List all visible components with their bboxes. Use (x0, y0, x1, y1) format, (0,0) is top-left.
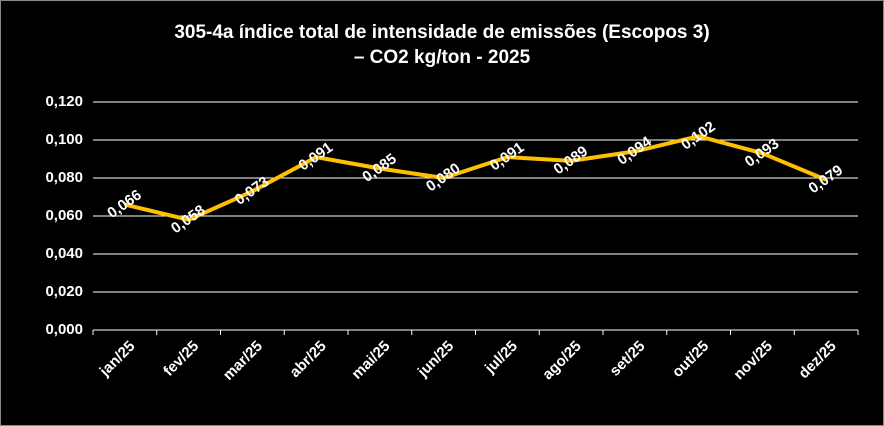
line-series (124, 134, 827, 222)
y-tick-label: 0,020 (45, 283, 83, 300)
y-tick-label: 0,100 (45, 131, 83, 148)
y-tick-label: 0,060 (45, 207, 83, 224)
chart-title: 305-4a índice total de intensidade de em… (174, 22, 709, 43)
y-tick-label: 0,080 (45, 169, 83, 186)
y-tick-label: 0,040 (45, 245, 83, 262)
chart-title: – CO2 kg/ton - 2025 (354, 47, 531, 68)
y-tick-label: 0,120 (45, 93, 83, 110)
y-tick-label: 0,000 (45, 321, 83, 338)
